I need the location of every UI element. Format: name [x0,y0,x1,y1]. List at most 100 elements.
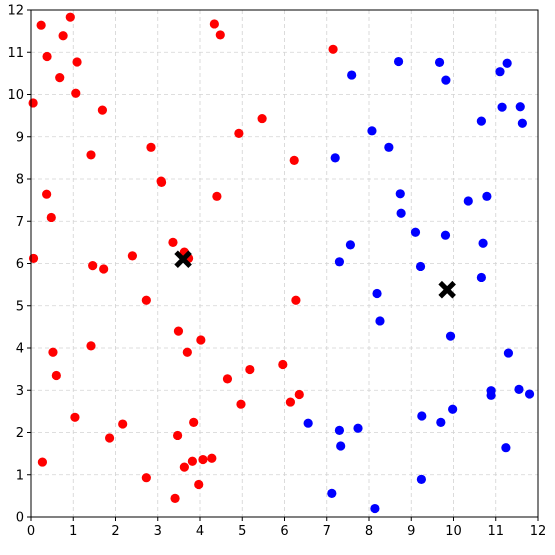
x-tick-label: 7 [323,524,331,539]
x-tick-label: 9 [407,524,415,539]
data-point-series-2 [478,238,488,248]
x-tick-label: 1 [69,524,77,539]
data-point-series-2 [440,230,451,240]
data-point-series-1 [99,264,109,274]
data-point-series-2 [367,126,377,136]
x-tick-label: 2 [111,524,119,539]
data-point-series-2 [514,384,524,395]
data-point-series-1 [170,493,180,504]
data-point-series-2 [463,196,473,206]
data-point-series-2 [415,261,426,272]
data-point-series-1 [189,417,199,427]
data-point-series-1 [198,454,208,465]
y-tick-label: 0 [16,511,24,526]
data-point-series-2 [327,488,337,498]
data-point-series-1 [88,261,98,271]
data-point-series-1 [194,479,204,490]
data-point-series-1 [48,347,58,357]
data-point-series-2 [303,418,313,428]
data-point-series-1 [146,142,156,152]
data-point-series-1 [104,433,115,443]
data-point-series-1 [294,389,304,400]
data-point-series-2 [372,288,382,299]
data-point-series-1 [51,370,61,381]
x-tick-label: 6 [280,524,288,539]
y-tick-label: 11 [7,46,24,61]
data-point-series-1 [71,88,81,98]
data-point-series-2 [393,56,404,67]
data-point-series-1 [207,453,217,463]
data-point-series-1 [141,473,151,483]
y-tick-label: 8 [16,173,24,188]
data-point-series-1 [46,212,56,223]
data-point-series-1 [285,397,296,407]
data-point-series-2 [375,316,385,326]
data-point-series-2 [482,191,492,201]
x-tick-label: 11 [487,524,504,539]
data-point-series-2 [396,208,406,218]
y-tick-label: 10 [7,88,24,103]
data-point-series-1 [209,19,219,29]
data-point-series-1 [236,399,246,409]
data-point-series-1 [187,456,197,466]
x-axis-ticks: 0 1 2 3 4 5 6 7 8 9 10 11 12 [27,517,546,539]
data-point-series-1 [70,412,80,422]
data-point-series-1 [36,20,46,30]
data-point-series-1 [168,237,178,247]
data-point-series-2 [502,58,512,68]
data-point-series-1 [37,457,48,467]
data-point-series-1 [234,128,244,138]
x-tick-label: 4 [196,524,204,539]
data-point-series-2 [497,102,507,112]
centroid-marker [174,250,192,269]
y-tick-label: 3 [16,384,24,399]
data-point-series-1 [55,73,65,83]
x-tick-label: 3 [154,524,162,539]
data-point-series-1 [215,30,225,40]
data-point-series-1 [42,51,52,62]
x-tick-label: 5 [238,524,246,539]
data-point-series-1 [328,44,338,54]
data-point-series-2 [517,118,527,128]
x-tick-label: 10 [445,524,462,539]
data-point-series-2 [417,411,427,421]
y-tick-label: 6 [16,257,24,272]
data-point-series-2 [441,75,451,85]
data-point-series-2 [334,257,345,267]
data-point-series-1 [28,98,38,108]
y-tick-label: 4 [16,342,24,357]
data-point-series-2 [448,404,458,414]
data-point-series-2 [524,389,535,399]
data-point-series-2 [330,153,340,163]
data-point-series-2 [416,474,426,484]
data-point-series-2 [445,331,456,341]
x-tick-label: 12 [530,524,547,539]
data-point-series-1 [58,31,68,41]
data-point-series-2 [336,441,346,451]
y-tick-label: 5 [16,299,24,314]
data-point-series-1 [291,295,301,305]
data-point-series-2 [495,67,505,77]
data-point-series-2 [370,503,380,514]
data-point-series-2 [486,390,496,400]
data-point-series-2 [436,417,446,427]
data-point-series-1 [156,177,167,187]
centroids [174,250,456,299]
data-point-series-1 [212,191,222,201]
y-tick-label: 12 [7,4,24,19]
data-point-series-2 [347,70,357,80]
data-point-series-1 [173,326,184,336]
data-point-series-1 [257,113,267,124]
data-point-series-2 [515,102,525,112]
centroid-marker [438,280,456,299]
y-tick-label: 7 [16,215,24,230]
x-tick-label: 0 [27,524,35,539]
data-point-series-2 [345,240,356,250]
data-point-series-1 [245,364,255,375]
data-point-series-1 [182,347,192,357]
data-point-series-1 [28,253,39,264]
y-tick-label: 1 [16,468,24,483]
data-point-series-1 [173,430,183,441]
data-point-series-2 [476,116,486,126]
